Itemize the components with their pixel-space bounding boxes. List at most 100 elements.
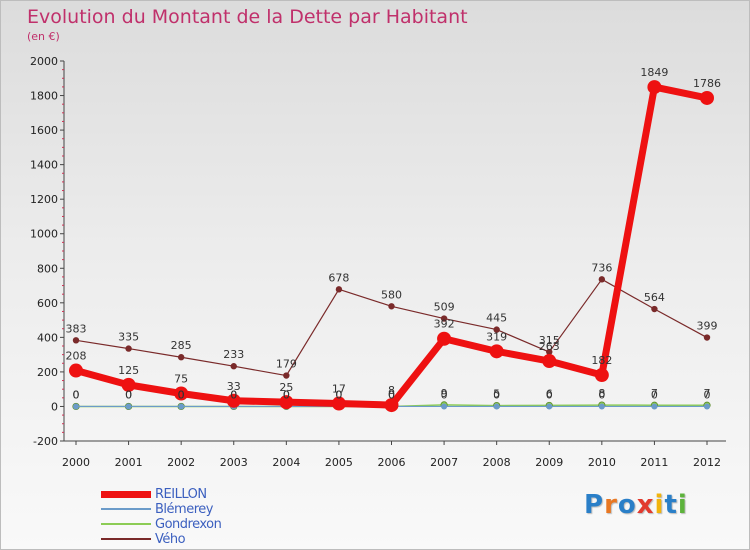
legend-item: Vého [101,532,301,547]
chart-legend: REILLON Blémerey Gondrexon Vého [101,487,301,547]
series-point-0 [437,331,452,346]
logo-letter: P [584,490,605,520]
series-point-1 [73,403,79,410]
data-label-blemerey: 0 [125,388,132,401]
x-tick-label: 2008 [483,456,511,469]
y-tick-label: 2000 [30,55,58,68]
series-point-0 [594,368,609,383]
x-tick-label: 2010 [588,456,616,469]
data-label-blemerey: 0 [546,388,553,401]
y-tick-label: 800 [37,262,58,275]
legend-swatch [101,538,151,540]
data-label-blemerey: 0 [283,388,290,401]
data-label-gondrexon: 6 [546,387,553,400]
series-point-1 [546,403,553,410]
series-point-0 [174,386,189,401]
legend-item: REILLON [101,487,301,502]
logo-letter: o [617,490,637,520]
legend-swatch [101,490,151,498]
series-point-1 [598,403,605,410]
y-tick-label: 0 [51,400,58,413]
chart-subtitle: (en €) [27,30,60,43]
data-label-reillon: 8 [388,384,395,397]
series-point-0 [279,395,294,410]
series-point-1 [441,403,448,410]
data-label-reillon: 208 [66,350,87,363]
y-tick-label: 1200 [30,193,58,206]
y-tick-label: 200 [37,366,58,379]
data-label-gondrexon: 0 [283,388,290,401]
data-label-blemerey: 0 [73,388,80,401]
legend-item: Blémerey [101,502,301,517]
data-label-gondrexon: 0 [125,388,132,401]
proxiti-logo: Proxiti [584,490,688,520]
data-label-veho: 285 [171,339,192,352]
data-label-reillon: 17 [332,383,346,396]
data-label-veho: 383 [66,322,87,335]
series-point-3 [125,345,132,352]
x-tick-label: 2007 [430,456,458,469]
logo-letter: x [636,490,655,520]
legend-item: Gondrexon [101,517,301,532]
series-point-0 [542,354,557,369]
data-label-blemerey: 0 [441,388,448,401]
x-tick-label: 2001 [115,456,143,469]
data-label-reillon: 1786 [693,77,721,90]
data-label-reillon: 182 [591,354,612,367]
legend-label: REILLON [155,487,207,502]
series-point-3 [546,348,553,356]
x-tick-label: 2000 [62,456,90,469]
y-tick-label: -200 [33,435,58,448]
series-point-3 [335,286,343,293]
logo-letter: i [654,490,665,520]
series-point-3 [440,315,448,322]
series-point-0 [226,393,241,408]
data-label-blemerey: 0 [704,388,711,401]
series-line-0 [75,83,708,409]
y-tick-label: 600 [37,297,58,310]
x-tick-label: 2002 [167,456,195,469]
series-point-0 [121,377,136,392]
data-label-blemerey: 0 [335,388,342,401]
data-label-reillon: 392 [434,318,455,331]
data-label-veho: 678 [328,271,349,284]
data-label-blemerey: 0 [651,388,658,401]
series-point-3 [388,303,395,310]
data-label-reillon: 25 [279,381,293,394]
series-point-3 [230,363,237,370]
series-point-0 [384,398,399,413]
data-label-reillon: 1849 [640,66,668,79]
data-label-gondrexon: 0 [388,388,395,401]
data-label-gondrexon: 0 [230,388,237,401]
series-point-3 [177,354,185,361]
data-label-veho: 736 [591,261,612,274]
series-point-0 [69,363,83,378]
y-tick-label: 1000 [30,228,58,241]
data-label-reillon: 33 [227,380,241,393]
x-tick-label: 2004 [272,456,300,469]
data-label-gondrexon: 7 [651,387,658,400]
series-point-3 [703,334,711,341]
y-tick-label: 400 [37,331,58,344]
data-label-gondrexon: 9 [441,387,448,400]
x-tick-label: 2006 [378,456,406,469]
data-label-reillon: 75 [174,373,188,386]
data-label-blemerey: 0 [388,388,395,401]
data-label-veho: 179 [276,358,297,371]
logo-letter: i [677,490,688,520]
data-label-veho: 233 [223,348,244,361]
data-label-blemerey: 0 [493,388,500,401]
series-point-1 [178,403,185,410]
data-label-gondrexon: 8 [598,387,605,400]
chart-title: Evolution du Montant de la Dette par Hab… [27,6,468,28]
y-tick-label: 1400 [30,159,58,172]
series-point-0 [489,344,504,359]
legend-label: Gondrexon [155,517,222,532]
y-tick-label: 1600 [30,124,58,137]
data-label-veho: 509 [434,301,455,314]
legend-swatch [101,523,151,525]
series-point-1 [704,403,710,410]
logo-letter: r [604,490,618,520]
